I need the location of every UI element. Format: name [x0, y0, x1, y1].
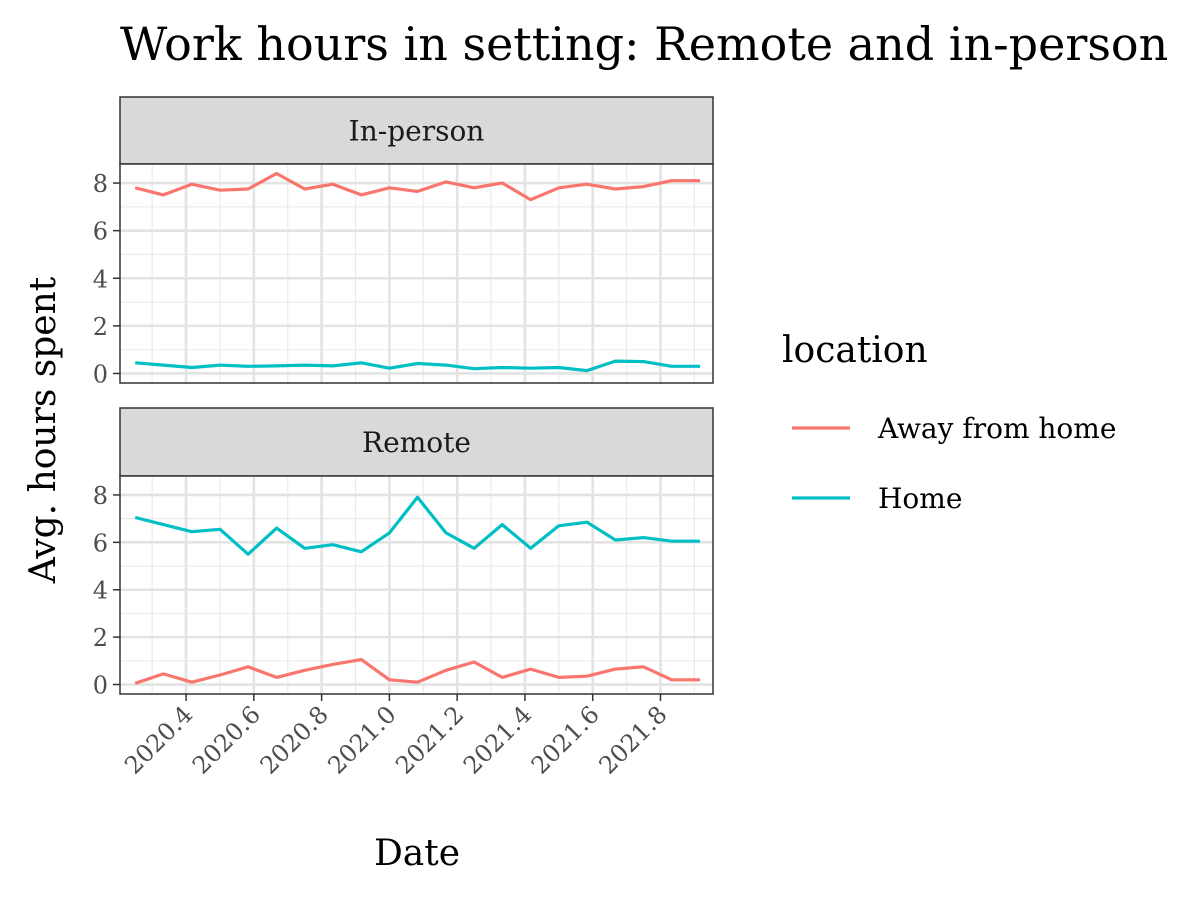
x-tick-label: 2020.6 — [187, 700, 266, 779]
x-tick-label: 2021.2 — [390, 700, 469, 779]
y-tick-label: 2 — [93, 313, 108, 341]
x-axis: 2020.42020.62020.82021.02021.22021.42021… — [119, 694, 673, 780]
y-tick-label: 2 — [93, 624, 108, 652]
x-tick-label: 2020.8 — [255, 700, 334, 779]
legend-label: Home — [878, 482, 962, 515]
x-tick-label: 2021.4 — [458, 700, 537, 779]
series-line-home — [135, 359, 701, 373]
y-tick-label: 4 — [93, 265, 108, 293]
facet-strip-label: Remote — [362, 426, 471, 459]
legend-label: Away from home — [877, 412, 1116, 445]
panel-remote: Remote 0 2 4 6 8 — [93, 407, 714, 700]
legend: location Away from home Home — [782, 330, 1116, 515]
x-axis-title: Date — [374, 833, 460, 874]
panel-border — [119, 163, 714, 384]
y-tick-label: 0 — [93, 360, 108, 388]
y-tick-label: 0 — [93, 672, 108, 700]
y-tick-label: 6 — [93, 218, 108, 246]
panel-background — [120, 476, 713, 694]
y-tick-label: 4 — [93, 577, 108, 605]
panel-background — [120, 164, 713, 383]
x-tick-label: 2020.4 — [119, 700, 198, 779]
x-tick-label: 2021.0 — [322, 700, 401, 779]
y-tick-label: 8 — [93, 482, 108, 510]
chart-title: Work hours in setting: Remote and in-per… — [120, 17, 1168, 71]
x-tick-label: 2021.8 — [594, 700, 673, 779]
legend-entries: Away from home Home — [792, 412, 1116, 515]
panel-in-person: In-person 0 2 4 6 8 — [93, 96, 714, 388]
x-tick-label: 2021.6 — [526, 700, 605, 779]
y-tick-label: 6 — [93, 529, 108, 557]
series-line-away-from-home — [134, 658, 701, 685]
facet-panels: In-person 0 2 4 6 8 Remote 0 2 4 6 8 — [93, 96, 714, 700]
series-line-home — [134, 495, 701, 556]
panel-border — [119, 475, 714, 695]
facet-strip-label: In-person — [349, 115, 485, 148]
y-axis-title: Avg. hours spent — [23, 276, 64, 584]
legend-title: location — [782, 330, 928, 371]
y-tick-label: 8 — [93, 170, 108, 198]
series-line-away-from-home — [134, 171, 701, 202]
facet-strip — [119, 96, 714, 165]
